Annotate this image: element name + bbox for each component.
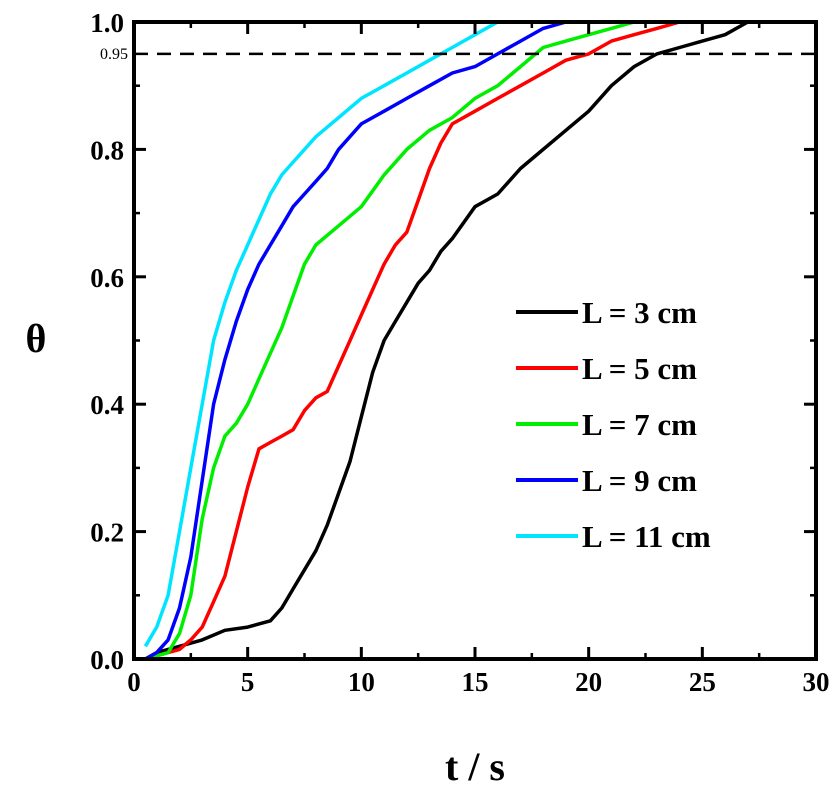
x-tick-label: 30	[803, 667, 830, 697]
legend-label-2: L = 5 cm	[582, 351, 697, 386]
legend: L = 3 cm L = 5 cm L = 7 cm L = 9 cm L = 11 c…	[516, 295, 711, 554]
plot-frame	[132, 20, 818, 661]
x-tick-label: 5	[241, 667, 255, 697]
x-tick-label: 0	[127, 667, 141, 697]
series-lines	[143, 20, 816, 661]
y-tick-label: 0.4	[90, 390, 124, 420]
y-tick-label: 0.0	[90, 645, 124, 675]
series-line-3	[144, 20, 816, 661]
reference-line-group: 0.95	[100, 46, 816, 63]
series-line-2	[144, 20, 816, 661]
reference-line-label: 0.95	[100, 46, 128, 63]
y-tick-label: 1.0	[90, 8, 124, 38]
legend-label-3: L = 7 cm	[582, 407, 697, 442]
x-axis-title: t / s	[445, 744, 505, 789]
axis-ticks: 0 5 10 15 20 25 30 0.0 0.2 0.4 0.6 0.8 1.0	[90, 8, 829, 697]
series-line-4	[144, 20, 816, 661]
legend-label-5: L = 11 cm	[582, 519, 711, 554]
y-tick-label: 0.2	[90, 518, 124, 548]
x-tick-label: 20	[575, 667, 602, 697]
x-tick-label: 25	[689, 667, 716, 697]
x-tick-label: 10	[348, 667, 375, 697]
y-axis-title: θ	[26, 316, 47, 361]
y-tick-label: 0.6	[90, 263, 124, 293]
y-tick-label: 0.8	[90, 135, 124, 165]
x-tick-label: 15	[462, 667, 489, 697]
series-line-1	[144, 20, 816, 661]
legend-label-1: L = 3 cm	[582, 295, 697, 330]
legend-label-4: L = 9 cm	[582, 463, 697, 498]
series-line-5	[143, 20, 816, 648]
